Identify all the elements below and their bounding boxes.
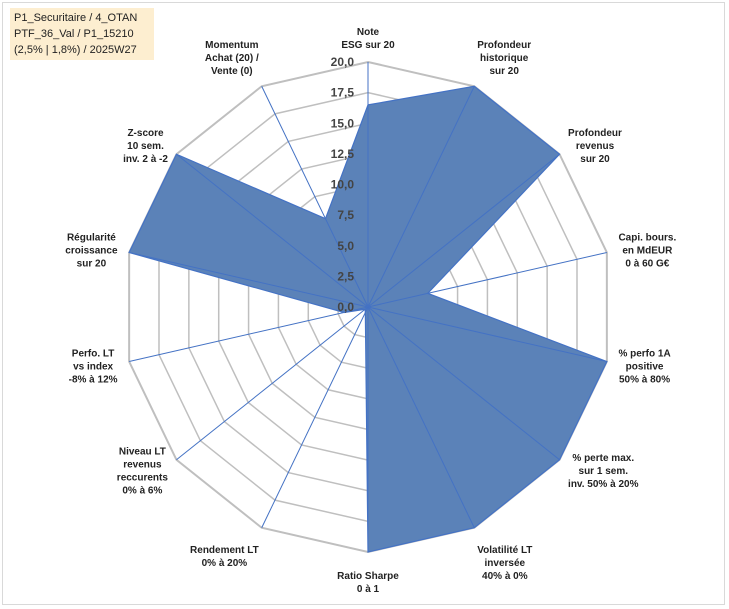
- axis-label: Profondeur: [568, 128, 622, 139]
- axis-label: Régularité: [67, 232, 116, 243]
- axis-spoke: [367, 306, 475, 528]
- axis-label: ESG sur 20: [341, 40, 395, 51]
- axis-label: sur 20: [77, 258, 107, 269]
- axis-label: sur 1 sem.: [579, 466, 629, 477]
- axis-label: 10 sem.: [127, 141, 164, 152]
- axis-label: 50% à 80%: [619, 375, 670, 386]
- axis-label: revenus: [123, 460, 162, 471]
- info-line-3: (2,5% | 1,8%) / 2025W27: [14, 44, 137, 56]
- axis-label: Rendement LT: [190, 545, 259, 556]
- axis-label: Volatilité LT: [477, 545, 532, 556]
- axis-label: en MdEUR: [622, 245, 673, 256]
- axis-label: % perfo 1A: [618, 349, 670, 360]
- axis-label: Profondeur: [477, 40, 531, 51]
- tick-label: 10,0: [331, 178, 355, 192]
- axis-label: 0 à 60 G€: [625, 258, 669, 269]
- axis-spoke: [176, 153, 369, 308]
- axis-spoke: [367, 153, 560, 308]
- info-box: P1_Securitaire / 4_OTAN PTF_36_Val / P1_…: [10, 8, 154, 60]
- tick-label: 2,5: [337, 269, 354, 283]
- axis-label: -8% à 12%: [69, 375, 118, 386]
- axis-label: sur 20: [580, 154, 610, 165]
- axis-spoke: [261, 306, 369, 528]
- axis-label: 40% à 0%: [482, 571, 528, 582]
- axis-label: Niveau LT: [119, 447, 166, 458]
- axis-label: Note: [357, 27, 380, 38]
- axis-label: Perfo. LT: [72, 349, 115, 360]
- axis-spoke: [261, 86, 369, 308]
- axis-label: historique: [480, 53, 529, 64]
- axis-spoke: [367, 251, 607, 308]
- info-line-1: P1_Securitaire / 4_OTAN: [14, 12, 138, 24]
- tick-label: 15,0: [331, 116, 355, 130]
- axis-label: Achat (20) /: [205, 53, 259, 64]
- axis-label: inv. 50% à 20%: [568, 479, 639, 490]
- axis-label: Momentum: [205, 40, 258, 51]
- axis-label: 0% à 20%: [202, 558, 248, 569]
- tick-label: 17,5: [331, 86, 355, 100]
- axis-label: Ratio Sharpe: [337, 571, 399, 582]
- axis-label: reccurents: [117, 473, 169, 484]
- tick-label: 0,0: [337, 300, 354, 314]
- axis-spoke: [367, 306, 560, 461]
- axis-label: Z-score: [127, 128, 164, 139]
- axis-label: 0% à 6%: [122, 486, 162, 497]
- axis-label: revenus: [576, 141, 615, 152]
- axis-label: inv. 2 à -2: [123, 154, 168, 165]
- axis-label: sur 20: [489, 66, 519, 77]
- axis-spoke: [129, 306, 369, 363]
- tick-label: 7,5: [337, 208, 354, 222]
- axis-spoke: [176, 306, 369, 461]
- info-line-2: PTF_36_Val / P1_15210: [14, 28, 134, 40]
- axis-label: % perte max.: [572, 453, 634, 464]
- axis-spoke: [367, 86, 475, 308]
- axis-label: positive: [626, 362, 664, 373]
- axis-spoke: [129, 251, 369, 308]
- tick-label: 12,5: [331, 147, 355, 161]
- axis-label: inversée: [485, 558, 526, 569]
- axis-label: 0 à 1: [357, 584, 380, 595]
- axis-label: vs index: [73, 362, 113, 373]
- axis-label: croissance: [65, 245, 118, 256]
- axis-label: Capi. bours.: [618, 232, 676, 243]
- axis-label: Vente (0): [211, 66, 253, 77]
- axis-spoke: [367, 306, 607, 363]
- tick-label: 5,0: [337, 239, 354, 253]
- tick-label: 20,0: [331, 55, 355, 69]
